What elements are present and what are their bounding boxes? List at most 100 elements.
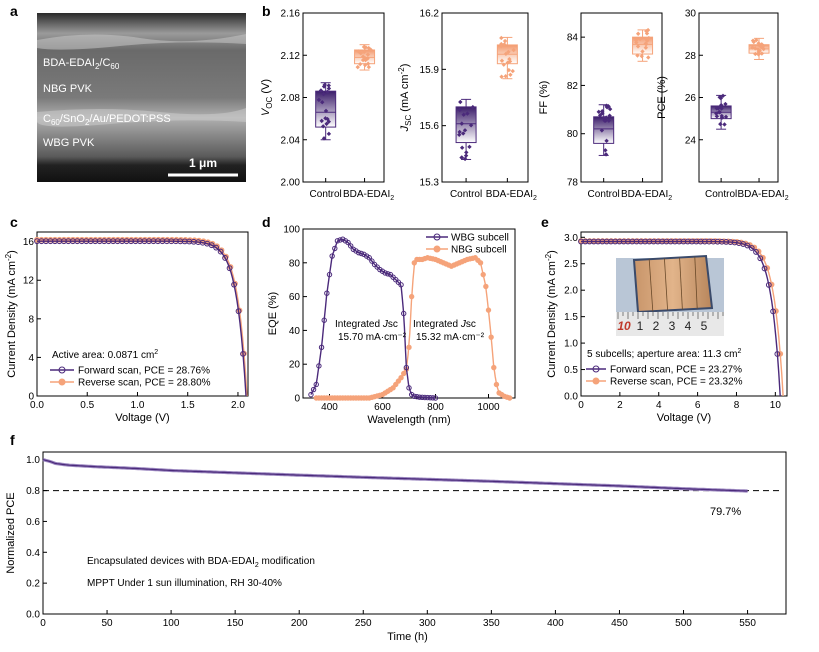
module-forward-point — [680, 238, 687, 245]
plot-frame — [580, 231, 788, 397]
forward-scan-point — [240, 350, 246, 357]
module-forward-point — [654, 238, 661, 245]
forward-scan-point — [222, 255, 228, 261]
boxplot-b3-control-point — [607, 106, 613, 112]
boxplot-b4-category-control: Control — [705, 189, 737, 200]
jv-chart-ytick-label: 16 — [23, 237, 35, 248]
stability-annotation-1: Encapsulated devices with BDA-EDAI2 modi… — [87, 556, 315, 569]
boxplot-b1-ytick-label: 2.08 — [281, 93, 301, 104]
scale-bar-label: 1 μm — [189, 156, 217, 170]
boxplot-b2-control-point — [470, 104, 476, 110]
boxplot-b3-edai-point — [635, 53, 640, 58]
forward-scan-point — [235, 308, 242, 315]
stability-annotation-2: MPPT Under 1 sun illumination, RH 30-40% — [87, 578, 282, 589]
boxplot-b1-control-point — [323, 108, 329, 114]
boxplot-b3-ylabel: FF (%) — [538, 81, 550, 115]
wbg-subcell-point — [403, 364, 410, 371]
stability-chart-ytick-label: 0.4 — [26, 548, 40, 559]
boxplot-b3-control-point — [600, 109, 605, 114]
sem-texture — [37, 34, 246, 50]
forward-scan-line — [37, 240, 247, 397]
module-forward-point — [706, 238, 712, 245]
boxplot-b4-control-point — [717, 95, 722, 100]
boxplot-b2-ytick-label: 16.2 — [420, 9, 440, 20]
module-legend-label-1: Reverse scan, PCE = 23.32% — [610, 377, 743, 388]
boxplot-b4-edai-point — [752, 46, 758, 51]
wbg-subcell-point — [332, 245, 338, 252]
nbg-subcell-point — [483, 283, 489, 290]
module-forward-point — [714, 238, 721, 245]
boxplot-b2-ytick-label: 15.6 — [420, 121, 440, 132]
boxplot-b3-control-point — [603, 148, 608, 153]
module-forward-point — [727, 239, 734, 246]
module-chart-xtick-label: 2 — [617, 400, 623, 411]
stability-chart-xtick-label: 100 — [163, 618, 180, 629]
boxplot-b1-edai-point — [361, 49, 367, 55]
module-forward-point — [684, 238, 691, 245]
boxplot-b1-control-point — [325, 89, 330, 95]
boxplot-b4-edai-point — [756, 41, 761, 46]
sem-layer-c60: C60/SnO2/Au/PEDOT:PSS — [43, 113, 171, 127]
boxplot-b1-control-point — [319, 118, 324, 124]
module-forward-point — [718, 238, 725, 245]
module-annotation: 5 subcells; aperture area: 11.3 cm2 — [587, 348, 741, 360]
legend-label-0: Forward scan, PCE = 28.76% — [78, 366, 210, 377]
boxplot-b2-category-edai: BDA-EDAI2 — [486, 189, 537, 202]
boxplot-b1-ytick-label: 2.12 — [281, 51, 301, 62]
nbg-subcell-point — [477, 260, 484, 266]
eqe-legend-label-1: NBG subcell — [451, 245, 507, 256]
forward-scan-point — [231, 281, 237, 288]
wbg-subcell-point — [358, 250, 364, 257]
boxplot-b3-control-point — [601, 115, 607, 121]
wbg-subcell-point — [308, 391, 314, 398]
boxplot-b1-edai-point — [363, 56, 368, 61]
boxplot-b2-control-point — [462, 128, 468, 133]
boxplot-b2-edai-point — [499, 41, 504, 47]
boxplot-b4-control-point — [719, 102, 724, 108]
boxplot-b4-edai-point — [754, 37, 759, 43]
module-subcell-divider — [694, 256, 698, 309]
stability-chart-xtick-label: 200 — [291, 618, 308, 629]
wbg-subcell-point — [414, 394, 420, 400]
ruler-number-5: 5 — [701, 319, 708, 333]
wbg-subcell-point — [324, 290, 330, 296]
boxplot-b2-edai-point — [506, 67, 512, 73]
boxplot-b3-edai-point — [646, 35, 652, 41]
boxplot-b1-control-point — [326, 131, 332, 137]
boxplot-b2-control-point — [468, 123, 474, 128]
boxplot-b3-category-edai: BDA-EDAI2 — [621, 189, 672, 202]
wbg-subcell-point — [416, 394, 423, 400]
module-forward-point — [595, 238, 601, 245]
panel-a: a BDA-EDAI2/C60 NBG PVK C60/SnO2/Au/PEDO… — [10, 3, 246, 182]
boxplot-b2-control-point — [462, 156, 468, 162]
module-chart-xtick-label: 8 — [734, 400, 740, 411]
jv-chart-xtick-label: 2.0 — [231, 400, 245, 411]
boxplot-b1-ytick-label: 2.04 — [281, 135, 301, 146]
module-forward-point — [697, 238, 704, 245]
module-forward-point — [637, 238, 644, 245]
boxplot-b3-edai-point — [635, 44, 641, 49]
jv-chart-ytick-label: 0 — [28, 392, 34, 403]
boxplot-b2-edai-point — [502, 42, 507, 47]
jv-chart-ylabel: Current Density (mA cm-2) — [4, 250, 18, 378]
boxplot-b4-edai-point — [751, 39, 756, 45]
stability-chart-xtick-label: 450 — [611, 618, 628, 629]
boxplot-b2-control-point — [459, 155, 465, 160]
boxplot-b3-edai-point — [637, 36, 643, 42]
eqe-annotation-value-1: 15.32 mA·cm⁻² — [416, 332, 485, 343]
sem-layer-wbg: WBG PVK — [43, 137, 95, 149]
boxplot-b4-edai-point — [757, 48, 762, 53]
boxplot-b4: 24 26 28 30 PCE (%) Control BDA-EDAI2 — [656, 9, 789, 203]
boxplot-b2-edai-point — [503, 74, 508, 79]
module-forward-point — [770, 308, 776, 315]
eqe-annotation-1: Integrated Jsc — [413, 319, 476, 330]
nbg-subcell-point — [395, 378, 402, 384]
module-forward-point — [663, 238, 670, 245]
stability-chart-xtick-label: 250 — [355, 618, 372, 629]
module-chart-ytick-label: 0.0 — [564, 392, 578, 403]
boxplot-b2-edai-point — [503, 51, 509, 57]
boxplot-b4-ylabel: PCE (%) — [656, 76, 668, 119]
module-forward-point — [629, 238, 636, 245]
panel-label-a: a — [10, 3, 18, 19]
sem-layer-nbg: NBG PVK — [43, 83, 93, 95]
